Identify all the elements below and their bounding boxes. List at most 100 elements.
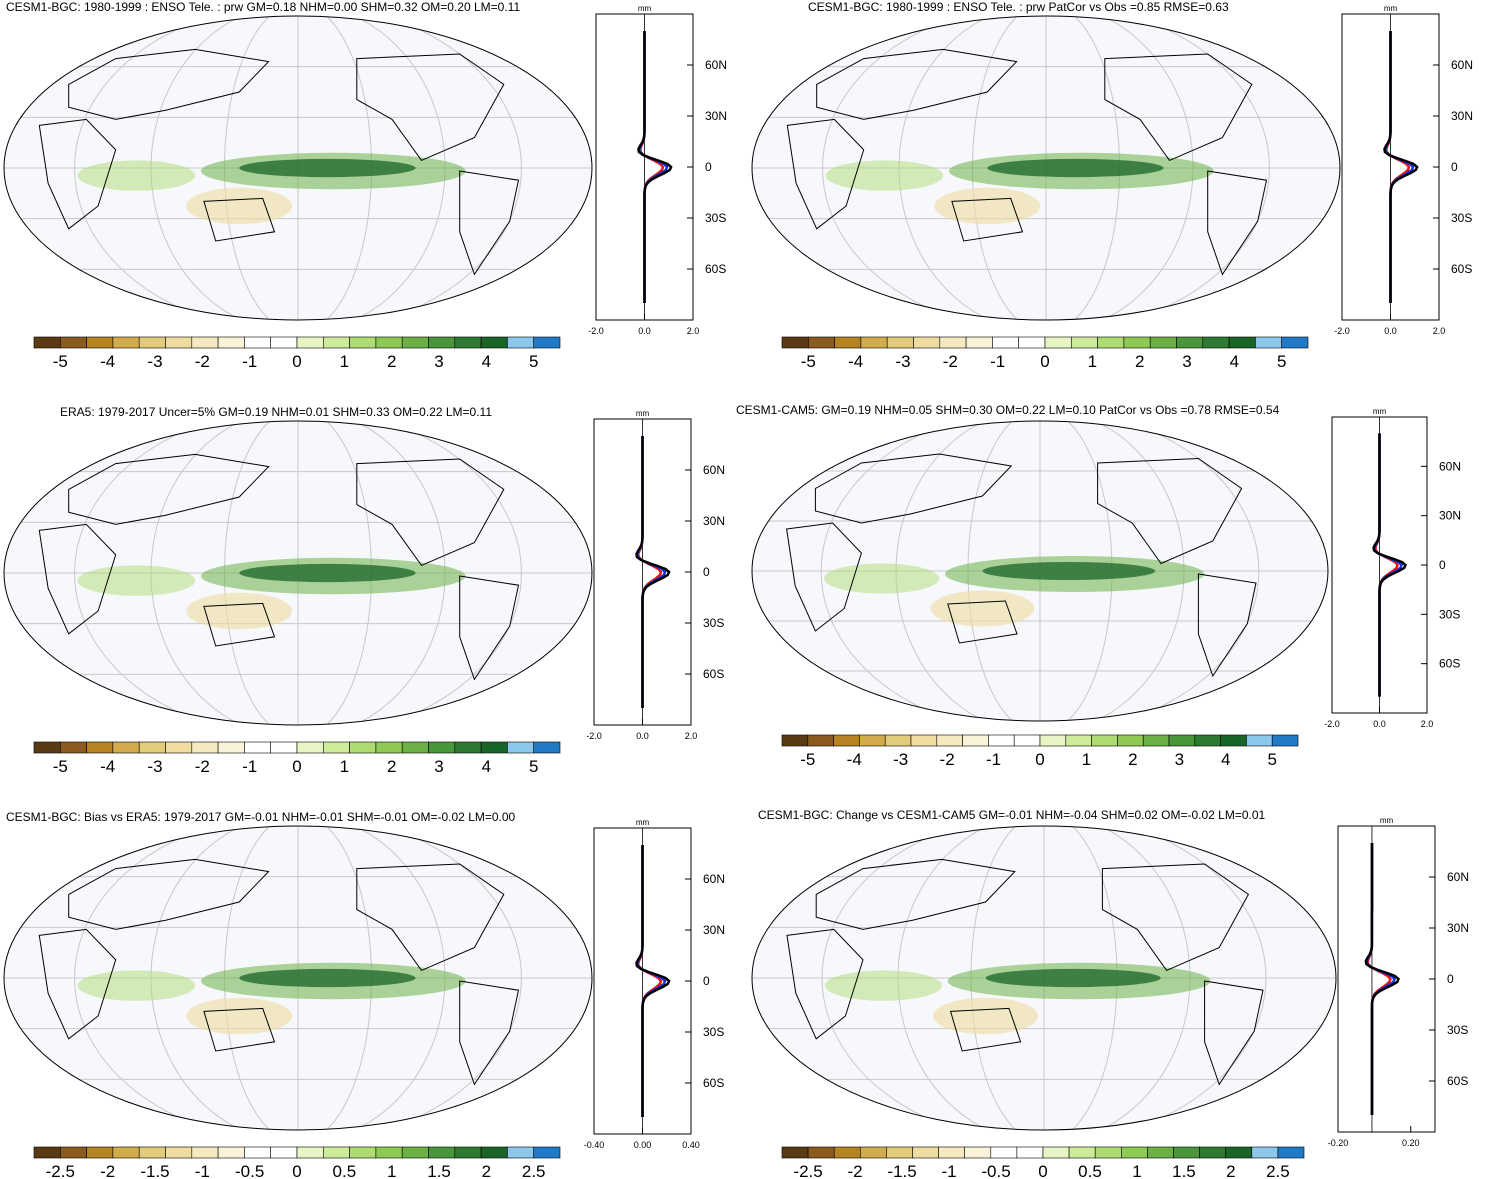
profile-line-black [635,436,671,708]
colorbar-bin [859,734,886,747]
profile-line-black [1364,843,1401,1115]
longitude-gridline [1132,16,1270,320]
colorbar-bin [507,741,534,754]
colorbar-bin [860,1146,887,1159]
colorbar-label: 2 [1128,750,1137,769]
colorbar-label: 2 [387,352,396,371]
latitude-profile: mm 60N 30N 0 30S 60S -0.40 0.00 0.40 [584,818,725,1150]
x-label: -2.0 [588,326,604,336]
lat-label: 0 [1451,160,1458,174]
x-label: 2.0 [687,326,700,336]
longitude-gridline [821,826,959,1130]
colorbar-label: 1.5 [1172,1162,1196,1179]
continent-outline [949,1007,1022,1052]
longitude-gridline [74,16,212,320]
colorbar-bin [428,741,456,754]
map-border [3,825,593,1131]
latitude-profile: mm 60N 30N 0 30S 60S -2.0 0.0 2.0 [1324,407,1461,729]
colorbar-label: -3 [893,750,908,769]
lat-label: 60S [1439,657,1460,671]
continent-outline [1207,170,1268,276]
continent-outline [459,980,520,1086]
colorbar-bin [1070,336,1098,349]
colorbar-label: -4 [100,352,115,371]
continent-outline [68,48,270,120]
anomaly-band [825,970,942,1001]
colorbar-bin [428,1146,456,1159]
colorbar-label: 1 [1082,750,1091,769]
longitude-gridline [822,16,960,320]
colorbar-label: 0 [292,757,301,776]
colorbar-bin [191,1146,219,1159]
lat-label: 60S [703,1076,724,1090]
anomaly-core [987,158,1164,178]
colorbar-label: 4 [1230,352,1239,371]
colorbar-label: 2.5 [1266,1162,1290,1179]
panel-3: ERA5: 1979-2017 Uncer=5% GM=0.19 NHM=0.0… [0,405,740,795]
continent-outline [1197,573,1257,678]
colorbar-label: -3 [147,757,162,776]
x-label: 2.0 [685,731,698,741]
panel-1: CESM1-BGC: 1980-1999 : ENSO Tele. : prw … [0,0,740,390]
colorbar-bin [270,741,298,754]
lat-label: 60S [703,667,724,681]
x-label: 0.0 [1384,326,1397,336]
colorbar-bin [1271,734,1299,747]
colorbar-label: -5 [801,352,816,371]
anomaly-band [930,590,1035,627]
colorbar-label: -1 [986,750,1001,769]
colorbar-label: 2 [387,757,396,776]
colorbar-bin [86,741,114,754]
colorbar-label: -2.5 [46,1162,75,1179]
colorbar-bin [1255,336,1282,349]
colorbar-bin [454,1146,482,1159]
colorbar-bin [1042,1146,1070,1159]
lat-label: 30S [1439,607,1460,621]
anomaly-band [186,187,293,225]
colorbar-label: -5 [53,352,68,371]
colorbar-label: -2 [848,1162,863,1179]
colorbar-bin [33,1146,61,1159]
x-label: 0.0 [636,731,649,741]
continent-outline [815,858,1016,930]
colorbar-bin [322,741,350,754]
colorbar: -5 -4 -3 -2 -1 0 1 2 3 4 5 [781,734,1299,769]
panel-title: ERA5: 1979-2017 Uncer=5% GM=0.19 NHM=0.0… [60,405,493,419]
continent-outline [459,575,520,681]
colorbar-bin [1094,1146,1122,1159]
colorbar-label: 5 [1277,352,1286,371]
colorbar-bin [244,741,271,754]
colorbar-label: -2 [940,750,955,769]
colorbar-bin [1044,336,1072,349]
colorbar-bin [1147,1146,1174,1159]
colorbar-bin [217,741,245,754]
panel-2: CESM1-BGC: 1980-1999 : ENSO Tele. : prw … [748,0,1485,390]
colorbar-label: -4 [848,352,863,371]
colorbar-bin [988,734,1015,747]
lat-label: 60N [1447,870,1469,884]
colorbar: -2.5 -2 -1.5 -1 -0.5 0 0.5 1 1.5 2 2.5 [33,1146,561,1179]
colorbar-bin [191,741,219,754]
map-border [3,420,593,726]
lat-label: 0 [705,160,712,174]
colorbar-label: 1 [1088,352,1097,371]
colorbar-label: 3 [434,352,443,371]
panel-title: CESM1-BGC: Bias vs ERA5: 1979-2017 GM=-0… [6,810,516,824]
colorbar-label: -5 [53,757,68,776]
colorbar-bin [1097,336,1125,349]
colorbar-bin [781,336,809,349]
lat-label: 0 [703,565,710,579]
colorbar-bin [270,336,298,349]
colorbar-bin [138,1146,166,1159]
colorbar-label: -3 [147,352,162,371]
colorbar-label: 3 [434,757,443,776]
colorbar-bin [910,734,938,747]
x-label: -2.0 [1324,719,1340,729]
colorbar-bin [217,336,245,349]
colorbar: -5 -4 -3 -2 -1 0 1 2 3 4 5 [33,336,561,371]
lat-label: 0 [703,974,710,988]
colorbar-bin [833,1146,861,1159]
anomaly-core [239,968,416,988]
anomaly-band [825,160,944,191]
profile-line-black [1383,31,1419,303]
